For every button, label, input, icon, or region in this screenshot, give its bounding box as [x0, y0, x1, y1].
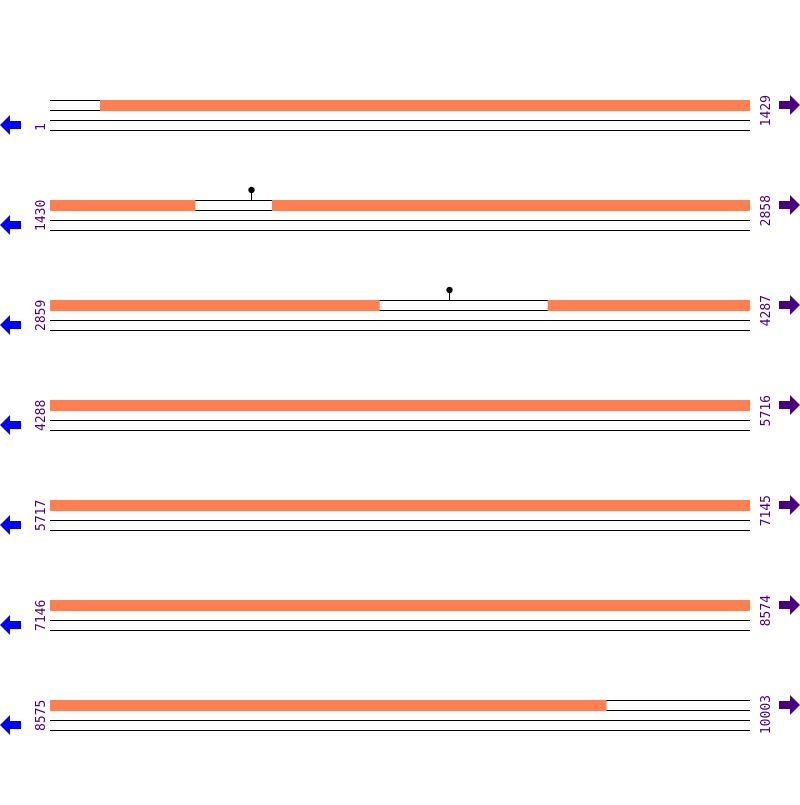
row-start-label: 4288 [34, 400, 49, 431]
sequence-row: 7146 8574 [0, 595, 800, 635]
feature-bar [547, 300, 750, 311]
feature-bar [50, 200, 196, 211]
arrow-left-icon [0, 415, 21, 435]
row-start-label: 7146 [34, 600, 49, 631]
feature-bar [50, 700, 607, 711]
feature-bar [99, 100, 750, 111]
sequence-row: 1 1429 [0, 95, 800, 135]
arrow-left-icon [0, 315, 21, 335]
sequence-row: 2859 4287 [0, 286, 800, 335]
row-end-label: 1429 [759, 95, 774, 126]
row-end-label: 8574 [759, 595, 774, 626]
row-start-label: 1430 [34, 200, 49, 231]
row-end-label: 10003 [759, 695, 774, 734]
row-start-label: 2859 [34, 300, 49, 331]
sequence-row: 4288 5716 [0, 395, 800, 435]
arrow-right-icon [779, 695, 800, 715]
row-start-label: 8575 [34, 700, 49, 731]
arrow-right-icon [779, 595, 800, 615]
arrow-left-icon [0, 715, 21, 735]
arrow-right-icon [779, 395, 800, 415]
feature-bar [50, 300, 380, 311]
feature-bar [50, 600, 750, 611]
arrow-left-icon [0, 215, 21, 235]
row-end-label: 5716 [759, 395, 774, 426]
feature-bar [271, 200, 750, 211]
marker-head [446, 286, 453, 294]
arrow-right-icon [779, 295, 800, 315]
arrow-right-icon [779, 495, 800, 515]
feature-bar [50, 400, 750, 411]
row-end-label: 7145 [759, 495, 774, 526]
sequence-row: 5717 7145 [0, 495, 800, 535]
marker-head [248, 186, 255, 194]
sequence-row: 1430 2858 [0, 186, 800, 235]
arrow-right-icon [779, 95, 800, 115]
arrow-left-icon [0, 615, 21, 635]
arrow-left-icon [0, 515, 21, 535]
arrow-left-icon [0, 115, 21, 135]
row-end-label: 4287 [759, 295, 774, 326]
feature-bar [50, 500, 750, 511]
arrow-right-icon [779, 195, 800, 215]
sequence-row: 8575 10003 [0, 695, 800, 735]
row-start-label: 1 [34, 123, 49, 131]
row-end-label: 2858 [759, 195, 774, 226]
row-start-label: 5717 [34, 500, 49, 531]
